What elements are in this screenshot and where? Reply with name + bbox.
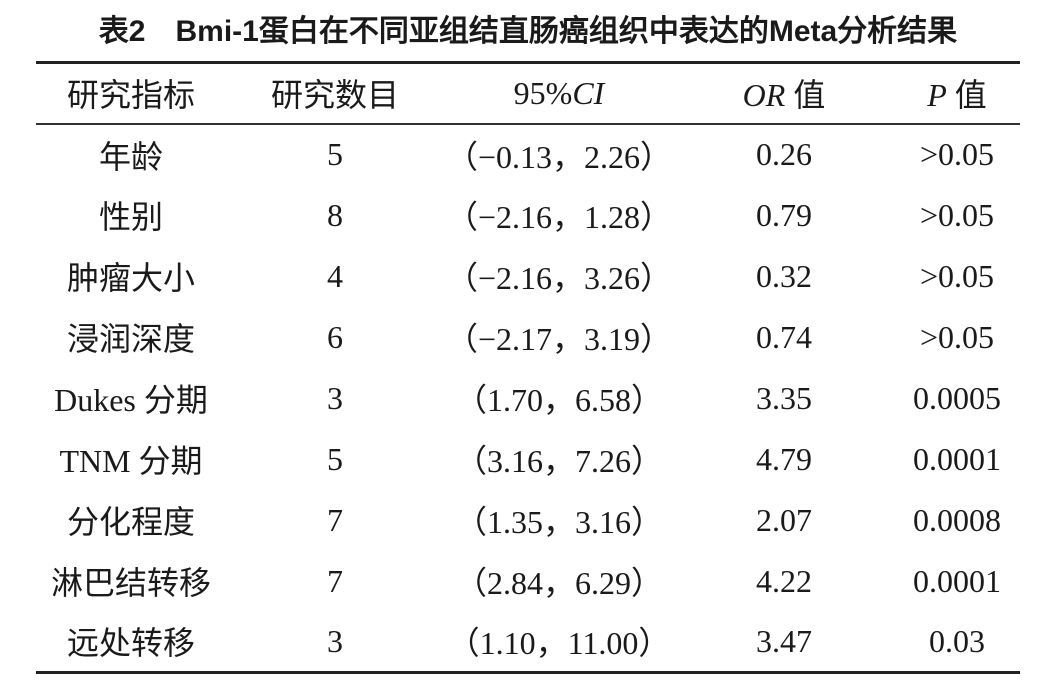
table-cell: 分化程度 — [66, 504, 195, 540]
table-cell: 3 — [327, 379, 343, 416]
header-cell: OR 值 — [674, 62, 894, 125]
table-cell: （1.10，11.00） — [447, 625, 671, 662]
table-title: 表2 Bmi-1蛋白在不同亚组结直肠癌组织中表达的Meta分析结果 — [98, 15, 958, 48]
table-row: 肿瘤大小 4 （−2.16，3.26） 0.32 >0.05 — [36, 246, 1020, 307]
table-cell: 远处转移 — [66, 625, 195, 662]
table-row: 远处转移 3 （1.10，11.00） 3.47 0.03 — [36, 612, 1020, 673]
table-cell: 0.0001 — [913, 440, 1001, 477]
table-cell: 0.0001 — [913, 562, 1001, 599]
table-cell: （−2.17，3.19） — [445, 321, 673, 357]
table-cell: （−0.13，2.26） — [445, 138, 673, 175]
table-cell: 肿瘤大小 — [66, 260, 195, 296]
table-cell: >0.05 — [919, 136, 995, 172]
table-row: 年龄 5 （−0.13，2.26） 0.26 >0.05 — [36, 124, 1020, 185]
table-row: TNM 分期 5 （3.16，7.26） 4.79 0.0001 — [36, 429, 1020, 490]
table-cell: >0.05 — [919, 257, 995, 294]
table-cell: 0.03 — [929, 622, 985, 659]
table-body: 年龄 5 （−0.13，2.26） 0.26 >0.05 性别 8 （−2.16，1.28） 0… — [36, 124, 1020, 673]
table-cell: 5 — [327, 440, 343, 477]
table-cell: 8 — [327, 196, 343, 233]
header-cell: P 值 — [894, 62, 1020, 125]
table-cell: 浸润深度 — [66, 321, 195, 357]
table-cell: >0.05 — [919, 318, 995, 355]
table-cell: 淋巴结转移 — [50, 565, 211, 601]
table-cell: 性别 — [98, 199, 163, 235]
table-cell: 4 — [327, 257, 343, 294]
table-row: Dukes 分期 3 （1.70，6.58） 3.35 0.0005 — [36, 368, 1020, 429]
table-cell: 3 — [327, 622, 343, 659]
table-cell: 0.0005 — [913, 379, 1001, 416]
table-cell: 7 — [327, 501, 343, 538]
table-cell: （2.84，6.29） — [454, 565, 663, 601]
table-cell: （−2.16，3.26） — [445, 260, 673, 296]
table-cell: 2.07 — [756, 501, 812, 538]
header-cell: 95%CI — [444, 62, 674, 125]
table-cell: （3.16，7.26） — [454, 443, 663, 479]
table-cell: 3.47 — [756, 622, 812, 659]
table-cell: >0.05 — [919, 196, 995, 233]
table-row: 性别 8 （−2.16，1.28） 0.79 >0.05 — [36, 185, 1020, 246]
table-cell: 0.0008 — [913, 501, 1001, 538]
header-cell: 研究数目 — [226, 62, 444, 125]
table-cell: 7 — [327, 562, 343, 599]
table-cell: 0.79 — [756, 196, 812, 233]
table-cell: 4.79 — [756, 440, 812, 477]
table-row: 淋巴结转移 7 （2.84，6.29） 4.22 0.0001 — [36, 551, 1020, 612]
table-cell: 5 — [327, 136, 343, 172]
table-cell: 0.74 — [756, 318, 812, 355]
table-cell: 3.35 — [756, 379, 812, 416]
table-cell: TNM 分期 — [59, 443, 203, 479]
table-row: 分化程度 7 （1.35，3.16） 2.07 0.0008 — [36, 490, 1020, 551]
table-cell: 4.22 — [756, 562, 812, 599]
table-cell: （1.35，3.16） — [454, 504, 663, 540]
table-cell: 0.32 — [756, 257, 812, 294]
table-cell: 6 — [327, 318, 343, 355]
table-cell: 0.26 — [756, 136, 812, 172]
table-cell: Dukes 分期 — [54, 382, 208, 418]
table-row: 浸润深度 6 （−2.17，3.19） 0.74 >0.05 — [36, 307, 1020, 368]
table-cell: （−2.16，1.28） — [445, 199, 673, 235]
table-cell: 年龄 — [98, 138, 163, 175]
table-cell: （1.70，6.58） — [454, 382, 663, 418]
header-cell: 研究指标 — [36, 62, 226, 125]
